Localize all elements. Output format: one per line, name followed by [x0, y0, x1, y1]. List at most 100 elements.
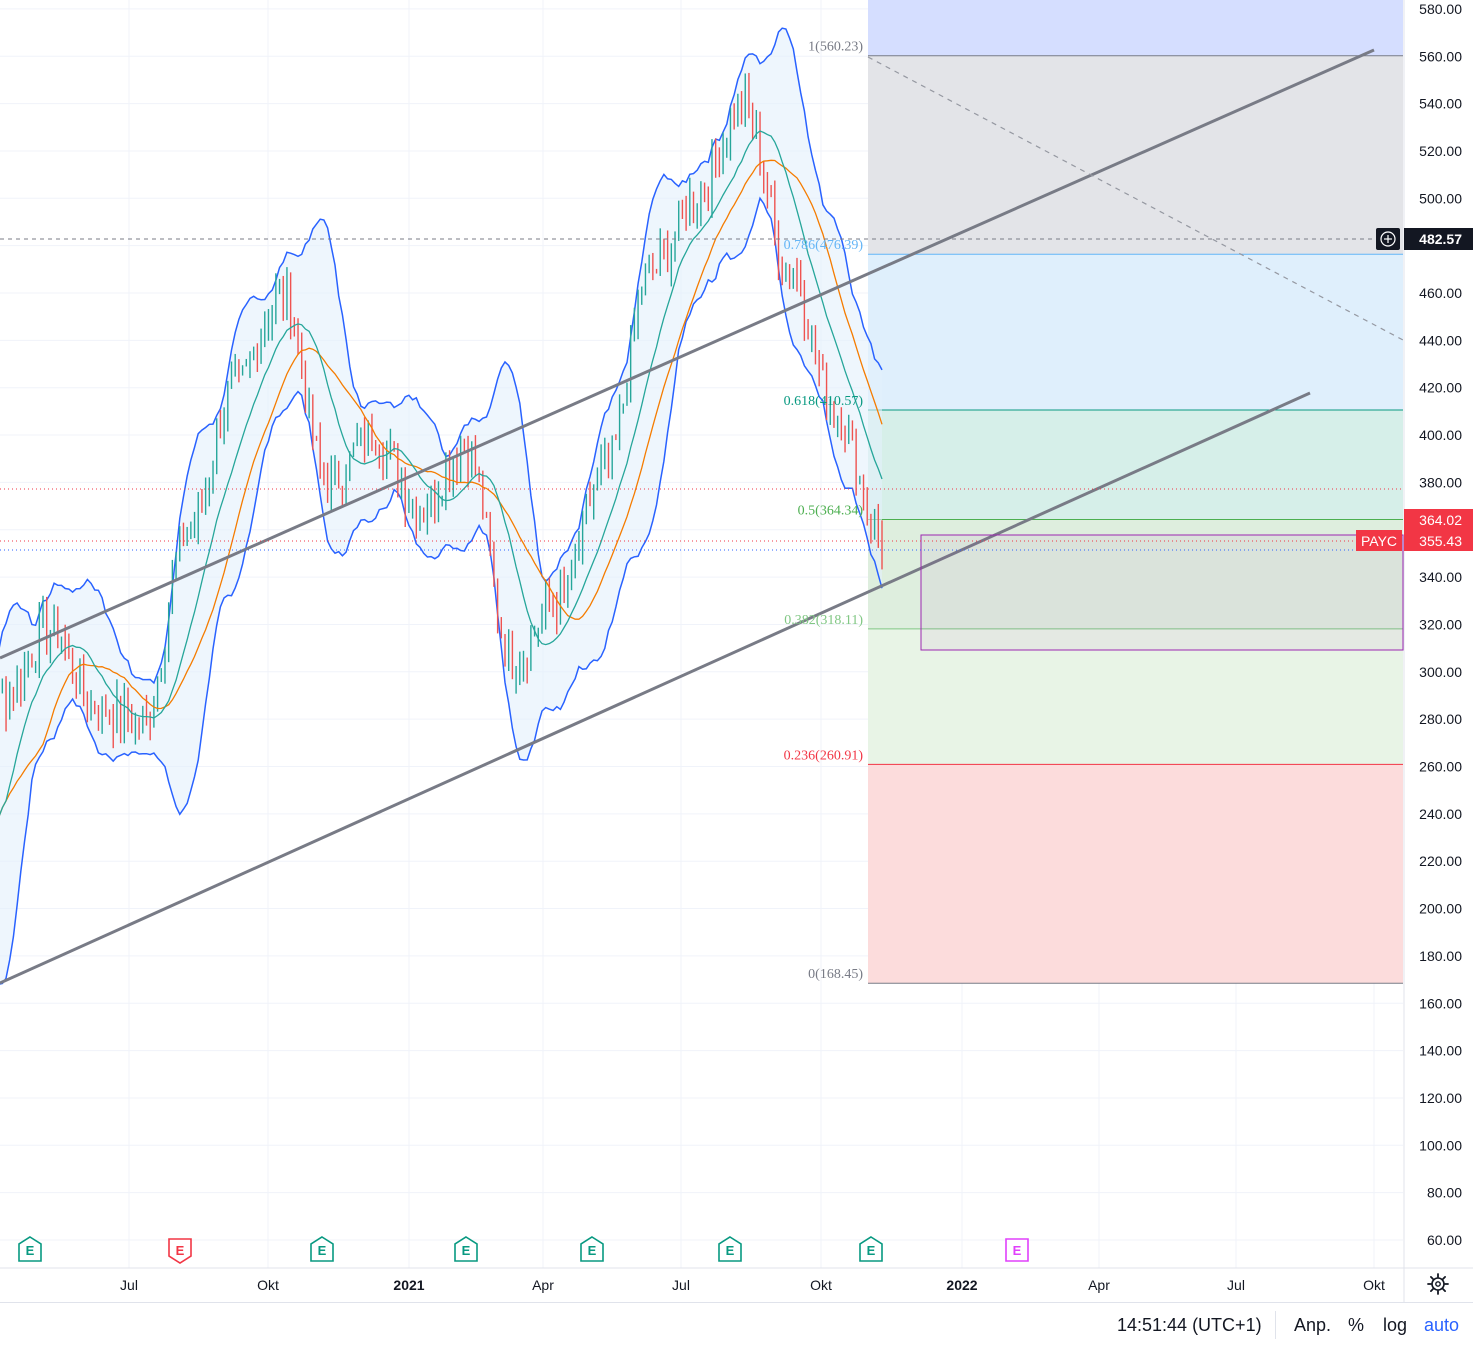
price-tick-label: 500.00 [1419, 190, 1462, 206]
time-tick-label: Okt [1363, 1277, 1385, 1293]
price-chart[interactable]: 1(560.23) 0.786(476.39) 0.618(410.57) 0.5(3… [0, 0, 1473, 1302]
plus-circle-icon [1380, 231, 1396, 247]
price-tick-label: 560.00 [1419, 48, 1462, 64]
earnings-letter: E [462, 1243, 471, 1258]
fibonacci-zones [868, 0, 1403, 984]
fibonacci-labels: 1(560.23) 0.786(476.39) 0.618(410.57) 0.5(3… [784, 40, 864, 983]
time-tick-label: Jul [672, 1277, 690, 1293]
price-tick-label: 100.00 [1419, 1137, 1462, 1153]
fib-zone-extension [868, 0, 1403, 56]
price-tick-label: 440.00 [1419, 332, 1462, 348]
crosshair-price-label: 482.57 [1419, 231, 1462, 247]
fib-zone [868, 254, 1403, 411]
time-axis[interactable]: Jul Okt 2021 Apr Jul Okt 2022 Apr Jul Okt [0, 1267, 1473, 1302]
trend-channel[interactable] [0, 48, 1404, 985]
time-tick-label: Apr [532, 1277, 554, 1293]
bollinger-lower [0, 196, 883, 985]
last-price-label: 355.43 [1419, 533, 1462, 549]
price-tick-label: 540.00 [1419, 96, 1462, 112]
crosshair-price-tag [1404, 228, 1473, 250]
earnings-marker[interactable]: E [718, 1236, 742, 1262]
time-tick-label: 2022 [946, 1277, 977, 1293]
earnings-letter: E [318, 1243, 327, 1258]
level-price-label: 364.02 [1419, 512, 1462, 528]
fib-level-label: 0.618(410.57) [784, 394, 864, 409]
price-tick-label: 180.00 [1419, 948, 1462, 964]
earnings-marker[interactable]: E [580, 1236, 604, 1262]
earnings-marker[interactable]: E [1005, 1238, 1029, 1262]
support-rectangle [920, 534, 1404, 651]
price-tick-label: 160.00 [1419, 995, 1462, 1011]
earnings-badge [310, 1236, 334, 1262]
ma-fast-line [0, 130, 883, 816]
fibonacci-lines [868, 55, 1403, 984]
price-tick-label: 400.00 [1419, 427, 1462, 443]
symbol-tag [1356, 530, 1402, 551]
auto-scale-button[interactable]: auto [1424, 1315, 1460, 1335]
earnings-badge [859, 1236, 883, 1262]
fib-level-label: 0.382(318.11) [784, 613, 863, 628]
price-tick-label: 120.00 [1419, 1090, 1462, 1106]
adjust-button[interactable]: Anp. [1294, 1315, 1332, 1335]
earnings-letter: E [867, 1243, 876, 1258]
fib-zone [868, 628, 1403, 765]
price-tick-label: 520.00 [1419, 143, 1462, 159]
earnings-marker[interactable]: E [18, 1236, 42, 1262]
fib-level-label: 0(168.45) [808, 967, 863, 982]
price-tick-label: 220.00 [1419, 853, 1462, 869]
price-tick-label: 580.00 [1419, 1, 1462, 17]
earnings-marker[interactable]: E [859, 1236, 883, 1262]
price-tick-label: 380.00 [1419, 474, 1462, 490]
price-tick-label: 340.00 [1419, 569, 1462, 585]
price-tick-label: 60.00 [1427, 1232, 1462, 1248]
last-price-tag [1404, 530, 1473, 551]
percent-scale-button[interactable]: % [1348, 1315, 1365, 1335]
earnings-letter: E [1013, 1243, 1022, 1258]
price-tick-label: 420.00 [1419, 380, 1462, 396]
earnings-badge [580, 1236, 604, 1262]
bollinger-fill [0, 28, 882, 985]
ma-slow-line [0, 159, 883, 816]
bollinger-upper [0, 27, 883, 685]
price-tags: 482.57 364.02 355.43 PAYC [1356, 228, 1473, 551]
fib-zone [868, 410, 1403, 520]
channel-lower-line [0, 391, 1311, 985]
fib-level-label: 0.236(260.91) [784, 748, 864, 763]
price-tick-label: 460.00 [1419, 285, 1462, 301]
earnings-badge [718, 1236, 742, 1262]
moving-averages [0, 130, 883, 816]
support-zone-rectangle[interactable] [920, 534, 1404, 651]
fib-level-label: 0.5(364.34) [798, 503, 864, 518]
earnings-marker[interactable]: E [168, 1238, 192, 1264]
earnings-badge [1005, 1238, 1029, 1262]
divider [1275, 1311, 1276, 1339]
settings-gear-icon[interactable] [1426, 1272, 1450, 1296]
price-tick-label: 240.00 [1419, 806, 1462, 822]
time-tick-label: 2021 [393, 1277, 424, 1293]
fib-zone [868, 519, 1403, 629]
time-tick-label: Okt [810, 1277, 832, 1293]
time-tick-label: Apr [1088, 1277, 1110, 1293]
clock-time[interactable]: 14:51:44 (UTC+1) [1117, 1315, 1262, 1335]
earnings-badge [18, 1236, 42, 1262]
fib-level-label: 1(560.23) [808, 40, 863, 55]
time-tick-label: Jul [120, 1277, 138, 1293]
earnings-marker[interactable]: E [310, 1236, 334, 1262]
earnings-badge [168, 1238, 192, 1264]
price-axis[interactable]: 60.00 80.00 100.00 120.00 140.00 160.00 180.00… [1403, 0, 1473, 1268]
candles [1, 72, 883, 749]
price-tick-label: 80.00 [1427, 1185, 1462, 1201]
price-axis-bg [1404, 0, 1473, 1268]
symbol-tag-label: PAYC [1361, 533, 1397, 549]
earnings-marker[interactable]: E [454, 1236, 478, 1262]
log-scale-button[interactable]: log [1383, 1315, 1408, 1335]
bollinger-bands [0, 27, 883, 985]
fib-level-label: 0.786(476.39) [784, 238, 864, 253]
price-tick-label: 300.00 [1419, 664, 1462, 680]
price-tick-label: 140.00 [1419, 1043, 1462, 1059]
time-tick-label: Okt [257, 1277, 279, 1293]
price-guides [0, 238, 1403, 551]
trend-dashed-line [867, 56, 1404, 341]
price-tick-label: 260.00 [1419, 759, 1462, 775]
